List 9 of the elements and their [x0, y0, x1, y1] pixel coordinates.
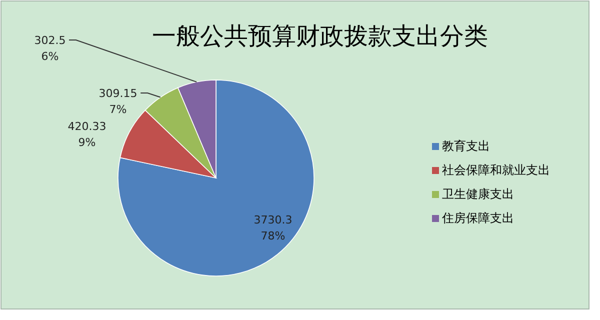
data-label: 302.5 6%: [34, 34, 66, 63]
legend-label: 教育支出: [442, 139, 490, 153]
data-label: 309.15 7%: [98, 87, 138, 116]
legend-label: 社会保障和就业支出: [442, 163, 550, 177]
legend-label: 住房保障支出: [441, 211, 514, 225]
chart-title: 一般公共预算财政拨款支出分类: [152, 22, 488, 50]
legend-label: 卫生健康支出: [442, 187, 514, 201]
data-label: 3730.3 78%: [254, 214, 292, 243]
data-label: 420.33 9%: [68, 120, 106, 149]
